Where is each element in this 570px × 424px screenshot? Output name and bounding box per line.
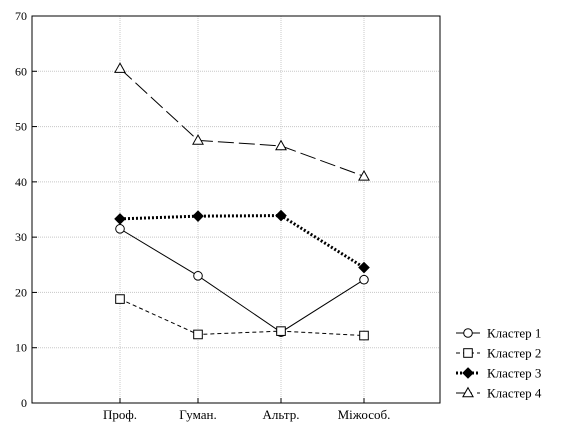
data-point: [192, 210, 204, 222]
data-point: [114, 213, 126, 225]
data-point: [358, 170, 370, 181]
data-point: [192, 134, 204, 145]
y-tick-label: 0: [21, 396, 27, 410]
data-point: [359, 330, 369, 341]
legend-label: Кластер 4: [487, 386, 542, 401]
data-point: [359, 274, 369, 285]
y-tick-label: 20: [15, 285, 27, 299]
legend-item-3: Кластер 3: [456, 366, 541, 381]
legend: Кластер 1 Кластер 2 Кластер 3 Кластер 4: [456, 326, 542, 401]
y-tick-label: 40: [15, 175, 27, 189]
axes: 0 10 20 30 40 50 60 70 Проф. Гуман. Альтр. Міжособ.: [15, 9, 441, 422]
series-line: [119, 228, 365, 333]
y-tick-label: 10: [15, 341, 27, 355]
x-tick-label: Гуман.: [179, 407, 216, 422]
data-point: [193, 271, 203, 281]
plot-frame: [31, 15, 441, 404]
x-tick-label: Альтр.: [263, 407, 300, 422]
data-point: [275, 139, 287, 151]
legend-label: Кластер 2: [487, 346, 541, 361]
series-2: [115, 294, 369, 341]
data-point: [114, 62, 126, 73]
series-4: [114, 62, 370, 181]
legend-marker: [462, 386, 474, 398]
data-point: [275, 209, 287, 222]
y-tick-label: 30: [15, 230, 27, 244]
x-tick-label: Проф.: [103, 407, 137, 422]
data-point: [115, 294, 125, 304]
legend-marker: [463, 348, 473, 358]
y-tick-label: 70: [15, 9, 27, 23]
x-tick-label: Міжособ.: [338, 407, 391, 422]
legend-marker: [463, 328, 473, 338]
legend-item-4: Кластер 4: [456, 386, 542, 401]
data-point: [358, 261, 370, 274]
series-group: [114, 62, 370, 341]
series-line: [119, 298, 365, 337]
legend-marker: [462, 367, 474, 379]
series-3: [114, 209, 370, 274]
y-tick-label: 50: [15, 120, 27, 134]
y-tick-label: 60: [15, 64, 27, 78]
data-point: [115, 224, 125, 234]
legend-label: Кластер 3: [487, 366, 541, 381]
data-point: [193, 329, 203, 340]
legend-item-2: Кластер 2: [456, 346, 541, 361]
legend-item-1: Кластер 1: [456, 326, 541, 341]
data-point: [276, 326, 286, 336]
series-line: [119, 68, 365, 177]
legend-label: Кластер 1: [487, 326, 541, 341]
